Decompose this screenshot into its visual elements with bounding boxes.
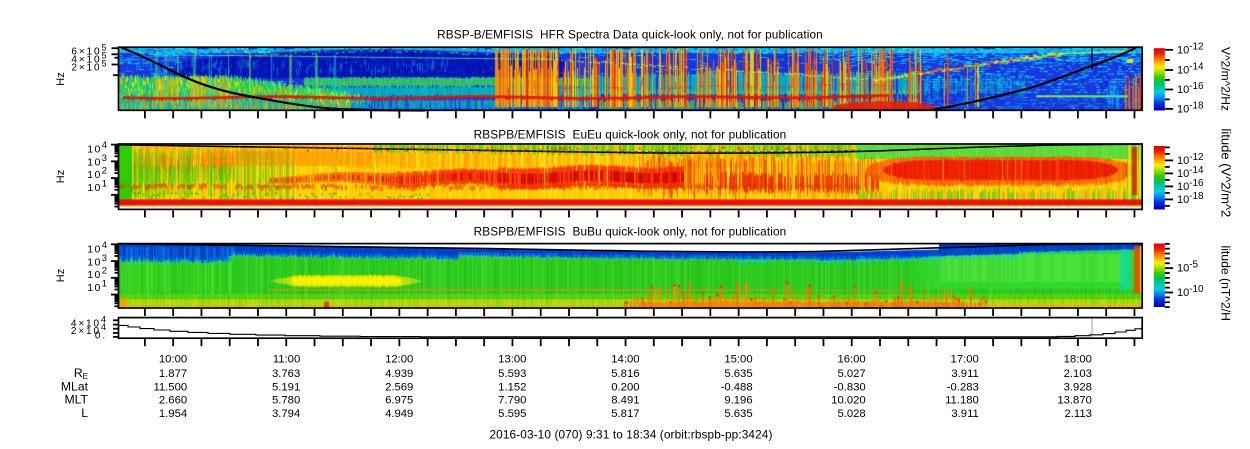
svg-text:2.569: 2.569 [385,381,413,393]
svg-text:3.928: 3.928 [1064,381,1092,393]
svg-text:5.593: 5.593 [498,368,526,380]
svg-text:5.191: 5.191 [272,381,300,393]
svg-text:RBSPB/EMFISIS BuBu quick-look: RBSPB/EMFISIS BuBu quick-look only, not … [474,225,787,239]
svg-text:Hz: Hz [55,170,67,183]
svg-text:MLT: MLT [65,393,89,407]
svg-text:10-16: 10-16 [1177,81,1204,96]
svg-text:11:00: 11:00 [273,354,300,366]
svg-text:Hz: Hz [55,269,67,282]
svg-text:10-14: 10-14 [1177,62,1204,77]
svg-text:Hz: Hz [55,72,67,85]
svg-text:14:00: 14:00 [611,354,639,366]
svg-text:16:00: 16:00 [837,354,865,366]
svg-text:5.816: 5.816 [611,368,639,380]
svg-text:7.790: 7.790 [498,395,526,407]
svg-text:10.020: 10.020 [831,395,866,407]
svg-text:11.180: 11.180 [945,395,979,407]
svg-text:4×104: 4×104 [71,315,106,330]
svg-text:6×105: 6×105 [71,43,106,58]
svg-text:8.491: 8.491 [611,395,639,407]
svg-text:5.027: 5.027 [837,368,865,380]
svg-text:5.635: 5.635 [724,368,752,380]
svg-text:2.103: 2.103 [1064,368,1092,380]
svg-text:6.975: 6.975 [385,395,413,407]
svg-text:2×105: 2×105 [71,59,106,74]
svg-text:litude (V^2/m^2: litude (V^2/m^2 [1219,129,1234,218]
svg-text:12:00: 12:00 [385,354,413,366]
svg-text:3.794: 3.794 [272,408,300,420]
svg-text:2016-03-10 (070) 9:31 to 18:34: 2016-03-10 (070) 9:31 to 18:34 (orbit:rb… [490,427,773,441]
svg-text:V^2/m^2/Hz: V^2/m^2/Hz [1219,47,1233,111]
svg-text:-0.283: -0.283 [947,381,979,393]
svg-text:5.635: 5.635 [724,408,752,420]
svg-text:11.500: 11.500 [153,381,187,393]
svg-text:1.152: 1.152 [498,381,526,393]
svg-text:4.939: 4.939 [385,368,413,380]
svg-text:RBSPB/EMFISIS EuEu quick-look: RBSPB/EMFISIS EuEu quick-look only, not … [474,127,787,141]
svg-text:13:00: 13:00 [498,354,526,366]
svg-text:-0.830: -0.830 [834,381,866,393]
svg-text:-0.488: -0.488 [721,381,753,393]
svg-text:10-12: 10-12 [1177,41,1204,56]
svg-text:litude (nT^2/H: litude (nT^2/H [1219,246,1233,322]
svg-text:1.877: 1.877 [159,368,187,380]
svg-text:0.: 0. [95,331,107,342]
svg-text:2×104: 2×104 [71,322,106,337]
svg-text:5.595: 5.595 [498,408,526,420]
svg-text:10-18: 10-18 [1177,191,1204,206]
svg-text:10-18: 10-18 [1177,100,1204,115]
svg-text:RBSP-B/EMFISIS HFR Spectra Da: RBSP-B/EMFISIS HFR Spectra Data quick-lo… [437,28,823,42]
svg-text:18:00: 18:00 [1064,354,1092,366]
svg-text:13.870: 13.870 [1057,395,1092,407]
svg-text:10:00: 10:00 [159,354,187,366]
svg-text:0.200: 0.200 [611,381,639,393]
svg-text:1.954: 1.954 [159,408,187,420]
svg-text:5.028: 5.028 [837,408,865,420]
svg-text:3.911: 3.911 [951,368,978,380]
svg-text:3.911: 3.911 [951,408,978,420]
svg-text:3.763: 3.763 [272,368,300,380]
svg-text:15:00: 15:00 [724,354,752,366]
svg-text:5.780: 5.780 [272,395,300,407]
svg-text:5.817: 5.817 [611,408,639,420]
svg-text:9.196: 9.196 [724,395,752,407]
svg-text:L: L [81,406,88,420]
svg-text:MLat: MLat [61,379,89,393]
svg-text:4.949: 4.949 [385,408,413,420]
svg-text:17:00: 17:00 [951,354,979,366]
svg-text:10-5: 10-5 [1177,259,1199,274]
svg-text:2.113: 2.113 [1064,408,1091,420]
svg-text:2.660: 2.660 [159,395,187,407]
svg-text:4×105: 4×105 [71,51,106,66]
svg-text:10-10: 10-10 [1177,284,1204,299]
